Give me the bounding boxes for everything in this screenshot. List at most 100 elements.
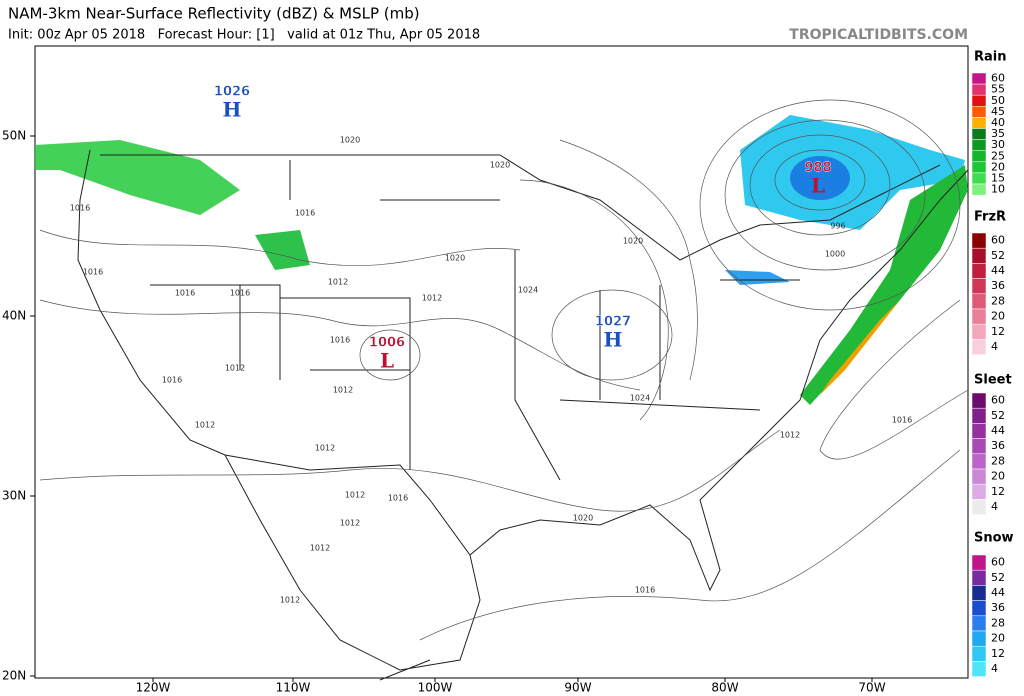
isobar-label: 1016 bbox=[330, 336, 350, 345]
legend-swatch bbox=[971, 106, 987, 118]
legend-label: 28 bbox=[991, 616, 1005, 629]
rain-area bbox=[35, 140, 240, 215]
isobar-label: 1016 bbox=[635, 586, 655, 595]
legend-label: 36 bbox=[991, 439, 1005, 452]
legend-label: 20 bbox=[991, 470, 1005, 483]
pressure-letter: H bbox=[223, 98, 242, 122]
legend-swatch bbox=[971, 323, 987, 340]
legend-swatch bbox=[971, 247, 987, 264]
legend-label: 52 bbox=[991, 249, 1005, 262]
isobar-label: 1016 bbox=[70, 204, 90, 213]
source: TROPICALTIDBITS.COM bbox=[789, 27, 968, 43]
legend-swatch bbox=[971, 339, 987, 355]
isobar bbox=[359, 329, 421, 381]
isobar-label: 1012 bbox=[280, 596, 300, 605]
isobar-label: 1016 bbox=[388, 494, 408, 503]
legend-swatch bbox=[971, 630, 987, 647]
legend-label: 52 bbox=[991, 571, 1005, 584]
pressure-letter: L bbox=[380, 349, 394, 373]
legend-swatch bbox=[971, 392, 987, 409]
pressure-value: 1026 bbox=[214, 85, 250, 100]
rain-area bbox=[820, 300, 900, 395]
legend-swatch bbox=[971, 263, 987, 279]
isobar-label: 1016 bbox=[175, 289, 195, 298]
legend-label: 25 bbox=[991, 149, 1005, 162]
legend-swatch bbox=[971, 554, 987, 571]
legend-label: 60 bbox=[991, 234, 1005, 247]
isobar-label: 1012 bbox=[310, 544, 330, 553]
legend-swatch bbox=[971, 585, 987, 601]
isobar-label: 1012 bbox=[315, 444, 335, 453]
isobar-label: 1024 bbox=[630, 394, 650, 403]
legend-swatch bbox=[971, 423, 987, 439]
pressure-letter: L bbox=[811, 174, 825, 198]
isobar-label: 1016 bbox=[295, 209, 315, 218]
isobar-label: 1012 bbox=[195, 421, 215, 430]
legend-label: 36 bbox=[991, 601, 1005, 614]
isobar-label: 1012 bbox=[328, 278, 348, 287]
pressure-value: 988 bbox=[804, 161, 831, 176]
legend-swatch bbox=[971, 615, 987, 632]
lat-label: 40N bbox=[2, 309, 26, 323]
rain-area bbox=[800, 165, 968, 405]
legend-swatch bbox=[971, 72, 987, 85]
isobar bbox=[559, 139, 698, 381]
isobar-label: 1020 bbox=[573, 514, 593, 523]
isobar bbox=[419, 449, 961, 641]
isobar-label: 1012 bbox=[345, 491, 365, 500]
legend-label: 55 bbox=[991, 83, 1005, 96]
legend-label: 44 bbox=[991, 264, 1005, 277]
isobar bbox=[39, 429, 781, 512]
isobar-label: 1020 bbox=[623, 237, 643, 246]
legend-label: 4 bbox=[991, 500, 998, 513]
isobar-label: 1000 bbox=[825, 250, 845, 259]
isobar bbox=[551, 289, 673, 381]
legend-label: 50 bbox=[991, 94, 1005, 107]
lat-label: 20N bbox=[2, 669, 26, 683]
isobar bbox=[749, 134, 891, 236]
isobar-label: 1016 bbox=[230, 289, 250, 298]
map bbox=[34, 45, 969, 681]
isobar-label: 1020 bbox=[490, 161, 510, 170]
legend-label: 60 bbox=[991, 394, 1005, 407]
legend-swatch bbox=[971, 150, 987, 163]
legend-title: Sleet bbox=[974, 373, 1012, 388]
border bbox=[224, 454, 481, 681]
isobar-label: 1020 bbox=[445, 254, 465, 263]
legend-swatch bbox=[971, 293, 987, 310]
legend-swatch bbox=[971, 232, 987, 249]
isobar-label: 1012 bbox=[422, 294, 442, 303]
legend-title: Snow bbox=[974, 531, 1014, 546]
rain-area bbox=[255, 230, 310, 270]
legend-label: 15 bbox=[991, 171, 1005, 184]
legend-label: 45 bbox=[991, 105, 1005, 118]
legend-label: 20 bbox=[991, 310, 1005, 323]
isobar-label: 1012 bbox=[225, 364, 245, 373]
legend-swatch bbox=[971, 117, 987, 129]
isobar-label: 996 bbox=[830, 222, 845, 231]
isobar bbox=[819, 299, 969, 460]
isobar-label: 1016 bbox=[162, 376, 182, 385]
legend-swatch bbox=[971, 453, 987, 470]
lat-label: 50N bbox=[2, 129, 26, 143]
isobar bbox=[774, 149, 866, 211]
legend-swatch bbox=[971, 569, 987, 586]
border bbox=[100, 154, 941, 261]
legend-swatch bbox=[971, 483, 987, 500]
legend-label: 4 bbox=[991, 662, 998, 675]
lon-label: 80W bbox=[711, 681, 738, 695]
snow-area bbox=[740, 115, 965, 230]
legend-label: 4 bbox=[991, 340, 998, 353]
pressure-letter: H bbox=[604, 328, 623, 352]
isobar-label: 1016 bbox=[83, 268, 103, 277]
legend-swatch bbox=[971, 438, 987, 455]
legend-label: 12 bbox=[991, 485, 1005, 498]
legend-swatch bbox=[971, 161, 987, 174]
legend-label: 28 bbox=[991, 454, 1005, 467]
subtitle: Init: 00z Apr 05 2018 Forecast Hour: [1]… bbox=[8, 28, 480, 43]
legend-label: 44 bbox=[991, 424, 1005, 437]
legend-swatch bbox=[971, 172, 987, 185]
snow-area bbox=[725, 270, 790, 285]
legend-swatch bbox=[971, 600, 987, 617]
